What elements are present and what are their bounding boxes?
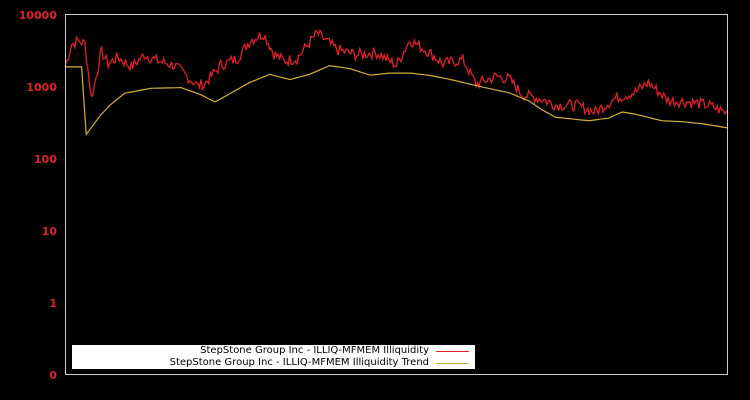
legend-item-illiquidity-trend: StepStone Group Inc - ILLIQ-MFMEM Illiqu… xyxy=(169,357,429,368)
legend: StepStone Group Inc - ILLIQ-MFMEM Illiqu… xyxy=(72,345,475,369)
series-layer xyxy=(64,28,729,136)
y-tick-label: 10 xyxy=(42,225,58,238)
illiquidity-trend-line xyxy=(65,64,729,136)
y-tick-label: 1000 xyxy=(26,81,57,94)
y-tick-label: 0 xyxy=(49,369,57,382)
y-tick-label: 10000 xyxy=(19,9,58,22)
plot-frame xyxy=(65,14,728,375)
legend-swatch-illiquidity-trend xyxy=(436,363,469,364)
legend-item-illiquidity: StepStone Group Inc - ILLIQ-MFMEM Illiqu… xyxy=(200,345,429,356)
legend-swatch-illiquidity xyxy=(436,351,469,352)
y-tick-label: 1 xyxy=(49,297,57,310)
illiquidity-line xyxy=(64,28,729,117)
y-tick-label: 100 xyxy=(34,153,57,166)
